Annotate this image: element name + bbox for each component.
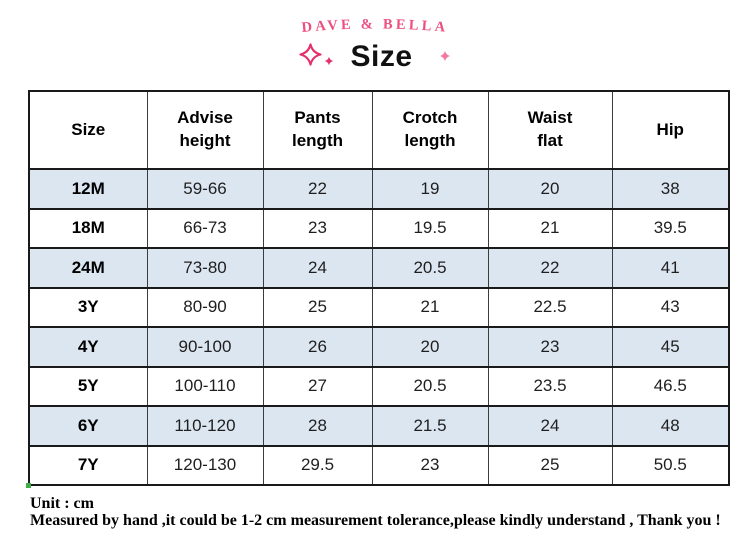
table-cell: 66-73 <box>146 207 264 249</box>
table-cell: 41 <box>611 247 730 289</box>
row-size-label: 12M <box>28 168 148 210</box>
table-cell: 25 <box>262 286 373 328</box>
table-cell: 20 <box>487 168 613 210</box>
row-size-label: 4Y <box>28 326 148 368</box>
tolerance-note: Measured by hand ,it could be 1-2 cm mea… <box>30 512 721 529</box>
header-row: Size Advise height Pants length Crotch l… <box>28 90 730 170</box>
row-size-label: 3Y <box>28 286 148 328</box>
table-cell: 28 <box>262 405 373 447</box>
table-row: 7Y 120-130 29.5 23 25 50.5 <box>28 444 730 486</box>
row-size-label: 24M <box>28 247 148 289</box>
table-cell: 22.5 <box>487 286 613 328</box>
table-cell: 23 <box>487 326 613 368</box>
brand-arched-text: DAVE & BELLA <box>301 16 449 35</box>
table-cell: 90-100 <box>146 326 264 368</box>
table-cell: 50.5 <box>611 444 730 486</box>
table-cell: 20 <box>371 326 489 368</box>
table-cell: 27 <box>262 365 373 407</box>
table-row: 5Y 100-110 27 20.5 23.5 46.5 <box>28 365 730 407</box>
table-cell: 26 <box>262 326 373 368</box>
table-row: 24M 73-80 24 20.5 22 41 <box>28 247 730 289</box>
table-cell: 43 <box>611 286 730 328</box>
table-cell: 19.5 <box>371 207 489 249</box>
col-header-hip: Hip <box>611 90 730 170</box>
table-cell: 80-90 <box>146 286 264 328</box>
table-cell: 46.5 <box>611 365 730 407</box>
table-cell: 21.5 <box>371 405 489 447</box>
table-row: 12M 59-66 22 19 20 38 <box>28 168 730 210</box>
green-corner-artifact <box>26 483 31 488</box>
table-cell: 21 <box>371 286 489 328</box>
table-cell: 25 <box>487 444 613 486</box>
table-cell: 23.5 <box>487 365 613 407</box>
table-cell: 23 <box>371 444 489 486</box>
table-cell: 73-80 <box>146 247 264 289</box>
col-header-crotch-length: Crotch length <box>371 90 489 170</box>
table-cell: 21 <box>487 207 613 249</box>
table-cell: 19 <box>371 168 489 210</box>
table-cell: 39.5 <box>611 207 730 249</box>
sparkle-icon <box>439 50 450 62</box>
col-header-waist-flat: Waist flat <box>487 90 613 170</box>
table-cell: 120-130 <box>146 444 264 486</box>
table-row: 3Y 80-90 25 21 22.5 43 <box>28 286 730 328</box>
table-cell: 24 <box>262 247 373 289</box>
row-size-label: 6Y <box>28 405 148 447</box>
table-cell: 48 <box>611 405 730 447</box>
title-row: Size <box>0 37 750 77</box>
table-row: 4Y 90-100 26 20 23 45 <box>28 326 730 368</box>
table-cell: 22 <box>487 247 613 289</box>
table-cell: 20.5 <box>371 365 489 407</box>
footer-note: Unit : cm Measured by hand ,it could be … <box>30 495 740 529</box>
table-cell: 110-120 <box>146 405 264 447</box>
col-header-size: Size <box>28 90 148 170</box>
col-header-pants-length: Pants length <box>262 90 373 170</box>
sparkle-icon <box>299 42 323 66</box>
table-cell: 45 <box>611 326 730 368</box>
col-header-advise-height: Advise height <box>146 90 264 170</box>
table-cell: 24 <box>487 405 613 447</box>
brand-name: DAVE & BELLA <box>301 16 446 35</box>
row-size-label: 7Y <box>28 444 148 486</box>
table-cell: 100-110 <box>146 365 264 407</box>
row-size-label: 18M <box>28 207 148 249</box>
table-cell: 59-66 <box>146 168 264 210</box>
page-title: Size <box>350 40 413 73</box>
table-row: 18M 66-73 23 19.5 21 39.5 <box>28 207 730 249</box>
table-cell: 22 <box>262 168 373 210</box>
table-row: 6Y 110-120 28 21.5 24 48 <box>28 405 730 447</box>
svg-text:DAVE & BELLA: DAVE & BELLA <box>301 16 449 35</box>
row-size-label: 5Y <box>28 365 148 407</box>
table-cell: 20.5 <box>371 247 489 289</box>
table-cell: 29.5 <box>262 444 373 486</box>
table-cell: 23 <box>262 207 373 249</box>
size-chart-table: Size Advise height Pants length Crotch l… <box>28 90 730 486</box>
unit-label: Unit : cm <box>30 495 94 512</box>
table-cell: 38 <box>611 168 730 210</box>
sparkle-icon <box>325 56 334 66</box>
left-sparkles <box>299 42 334 69</box>
